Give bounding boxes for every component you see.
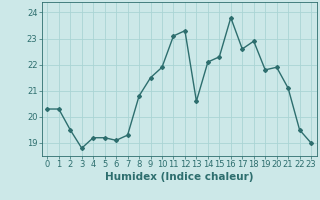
- X-axis label: Humidex (Indice chaleur): Humidex (Indice chaleur): [105, 172, 253, 182]
